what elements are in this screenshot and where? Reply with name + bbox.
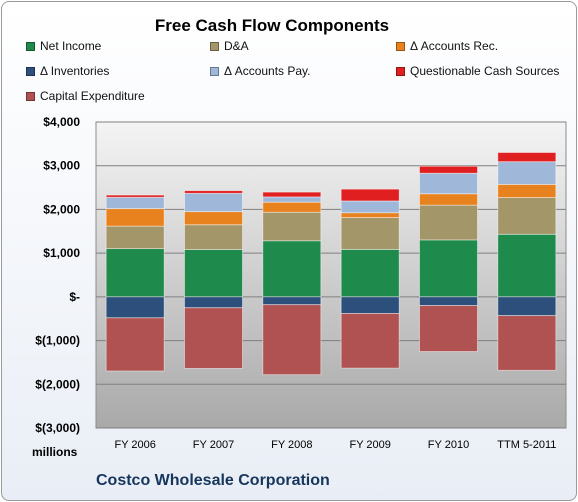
- bar-capital-expenditure-fy-2009: [340, 313, 400, 369]
- bar-d-a-fy-2007: [184, 224, 243, 250]
- x-tick-label: FY 2009: [349, 439, 390, 451]
- bar-accounts-pay-fy-2006: [105, 196, 165, 210]
- bar-inventories-fy-2007: [184, 296, 243, 309]
- x-tick-label: FY 2010: [428, 439, 469, 451]
- legend-item-capital-expenditure: Capital Expenditure: [26, 88, 145, 104]
- bar-capital-expenditure-ttm-5-2011: [497, 315, 557, 371]
- bar-capital-expenditure-fy-2007: [184, 307, 243, 369]
- legend-swatch: [396, 66, 405, 76]
- bar-questionable-cash-sources-fy-2008: [262, 191, 322, 198]
- bar-d-a-ttm-5-2011: [497, 197, 557, 235]
- units-label: millions: [32, 445, 78, 459]
- bar-net-income-fy-2008: [262, 240, 322, 298]
- legend-item-inventories: Δ Inventories: [26, 63, 109, 79]
- legend-label: Δ Inventories: [40, 64, 110, 78]
- chart-title: Free Cash Flow Components: [154, 16, 390, 35]
- legend-swatch: [396, 41, 405, 51]
- legend-swatch: [26, 41, 35, 51]
- chart-legend: Net Income D&A Δ Accounts Rec. Δ Inventorie…: [2, 2, 576, 112]
- bar-capital-expenditure-fy-2010: [419, 305, 478, 352]
- bar-net-income-fy-2007: [184, 249, 243, 298]
- bar-accounts-rec-fy-2010: [419, 193, 478, 206]
- legend-item-d-a: D&A: [210, 38, 249, 54]
- bar-accounts-rec-ttm-5-2011: [497, 184, 557, 198]
- legend-label: D&A: [224, 39, 249, 53]
- bar-accounts-pay-fy-2009: [340, 200, 400, 214]
- y-tick-label: $(1,000): [35, 334, 80, 348]
- x-tick-label: FY 2008: [271, 439, 312, 451]
- y-tick-label: $(2,000): [35, 377, 80, 391]
- x-tick-label: FY 2006: [114, 439, 155, 451]
- x-tick-label: FY 2007: [193, 439, 234, 451]
- y-tick-label: $3,000: [43, 159, 80, 173]
- legend-item-questionable-cash-sources: Questionable Cash Sources: [396, 63, 559, 79]
- bar-questionable-cash-sources-fy-2010: [419, 165, 478, 174]
- bar-accounts-pay-ttm-5-2011: [497, 161, 557, 185]
- y-tick-label: $1,000: [43, 246, 80, 260]
- legend-label: Questionable Cash Sources: [410, 64, 560, 78]
- legend-swatch: [26, 66, 35, 76]
- bar-questionable-cash-sources-fy-2007: [184, 190, 243, 194]
- bar-accounts-pay-fy-2010: [419, 172, 478, 195]
- legend-swatch: [26, 91, 35, 101]
- legend-label: Δ Accounts Rec.: [410, 39, 499, 53]
- bar-net-income-fy-2009: [340, 248, 400, 298]
- bar-questionable-cash-sources-fy-2009: [340, 188, 400, 202]
- bar-d-a-fy-2006: [105, 225, 165, 250]
- plot-area: [95, 121, 567, 429]
- bar-d-a-fy-2009: [340, 217, 400, 250]
- chart-footer: Costco Wholesale Corporation: [96, 472, 330, 489]
- bar-accounts-rec-fy-2008: [262, 201, 322, 213]
- legend-swatch: [210, 66, 219, 76]
- legend-label: Capital Expenditure: [40, 89, 145, 103]
- bar-accounts-rec-fy-2007: [184, 211, 243, 226]
- legend-label: Net Income: [40, 39, 102, 53]
- bar-accounts-rec-fy-2006: [105, 208, 165, 227]
- bar-d-a-fy-2010: [419, 204, 478, 241]
- y-tick-label: $2,000: [43, 202, 80, 216]
- legend-label: Δ Accounts Pay.: [224, 64, 311, 78]
- bar-net-income-fy-2010: [419, 239, 478, 298]
- bar-net-income-ttm-5-2011: [497, 233, 557, 298]
- bar-inventories-fy-2010: [419, 296, 478, 307]
- bar-accounts-pay-fy-2008: [262, 196, 322, 203]
- bar-net-income-fy-2006: [105, 248, 165, 298]
- bar-inventories-fy-2009: [340, 296, 400, 314]
- legend-swatch: [210, 41, 219, 51]
- bar-accounts-rec-fy-2009: [340, 212, 400, 218]
- bar-inventories-fy-2006: [105, 296, 165, 319]
- legend-item-accounts-rec: Δ Accounts Rec.: [396, 38, 498, 54]
- bar-accounts-pay-fy-2007: [184, 192, 243, 213]
- y-tick-label: $4,000: [43, 115, 80, 129]
- y-tick-label: $-: [69, 290, 80, 304]
- bar-capital-expenditure-fy-2006: [105, 317, 165, 372]
- x-tick-label: TTM 5-2011: [497, 439, 556, 451]
- legend-item-net-income: Net Income: [26, 38, 101, 54]
- bar-inventories-ttm-5-2011: [497, 296, 557, 317]
- y-tick-label: $(3,000): [35, 421, 80, 435]
- legend-item-accounts-pay: Δ Accounts Pay.: [210, 63, 311, 79]
- bar-inventories-fy-2008: [262, 296, 322, 306]
- bar-capital-expenditure-fy-2008: [262, 304, 322, 376]
- bar-questionable-cash-sources-ttm-5-2011: [497, 152, 557, 163]
- bar-questionable-cash-sources-fy-2006: [105, 194, 165, 198]
- bar-d-a-fy-2008: [262, 211, 322, 242]
